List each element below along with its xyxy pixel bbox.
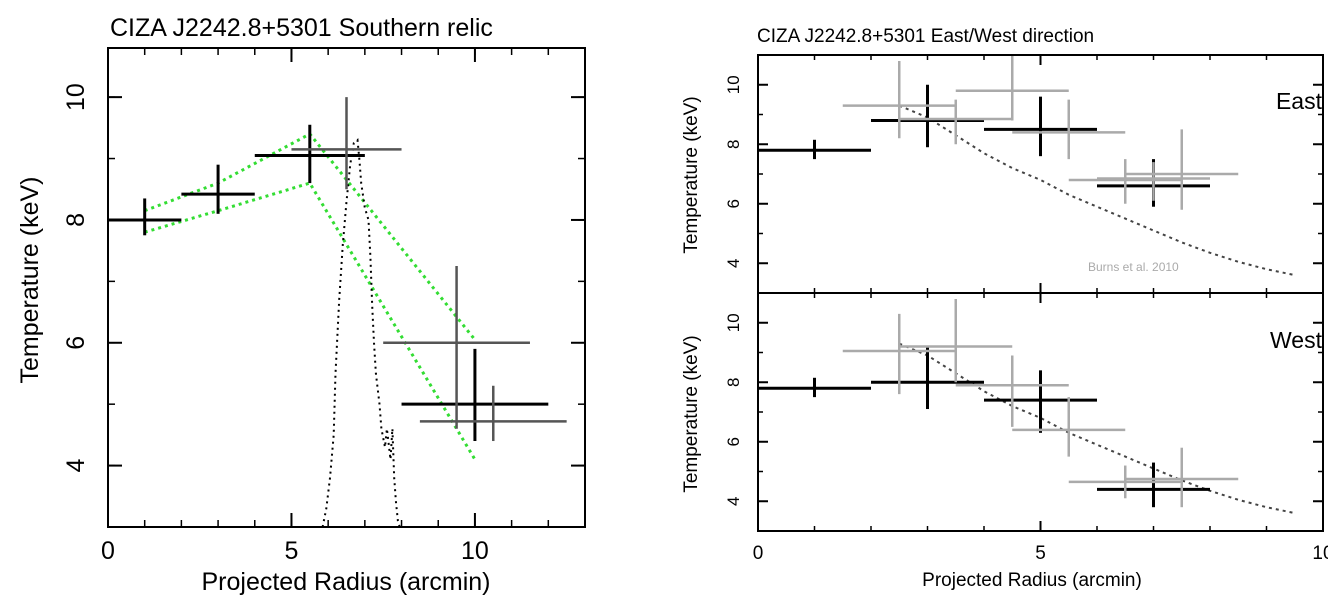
data-point — [842, 60, 956, 139]
data-point — [955, 355, 1069, 427]
data-point — [984, 370, 1097, 433]
southern-relic-panel: CIZA J2242.8+5301 Southern relic Project… — [16, 14, 586, 596]
x-tick-label: 5 — [285, 537, 299, 565]
model-line — [898, 104, 1296, 277]
y-tick-label: 6 — [62, 336, 90, 350]
east-model-curve — [898, 104, 1296, 277]
model-line — [898, 342, 1296, 515]
left-data-points — [108, 97, 567, 442]
x-tick-label: 0 — [753, 543, 764, 564]
west-plot-frame — [757, 292, 1324, 532]
data-point — [955, 55, 1069, 121]
profile-curve — [321, 138, 401, 528]
data-point — [899, 99, 1013, 145]
y-tick-label: 4 — [724, 259, 743, 268]
left-y-axis-label: Temperature (keV) — [16, 176, 44, 383]
data-point — [401, 348, 549, 442]
x-tick-label: 10 — [461, 537, 489, 565]
data-point — [758, 139, 871, 160]
y-tick-label: 6 — [724, 437, 743, 446]
data-point — [181, 164, 255, 214]
data-point — [1068, 159, 1182, 204]
data-point — [899, 298, 1013, 383]
data-point — [871, 346, 984, 410]
east-west-panel: CIZA J2242.8+5301 East/West direction Pr… — [681, 26, 1328, 591]
data-point — [108, 198, 182, 236]
right-title: CIZA J2242.8+5301 East/West direction — [757, 26, 1094, 47]
data-point — [254, 124, 365, 184]
data-point — [871, 84, 984, 148]
data-point — [383, 266, 530, 429]
data-point — [758, 377, 871, 398]
east-y-axis-label: Temperature (keV) — [681, 96, 702, 253]
right-x-axis-label: Projected Radius (arcmin) — [922, 570, 1142, 591]
left-title: CIZA J2242.8+5301 Southern relic — [110, 14, 493, 42]
y-tick-label: 10 — [62, 83, 90, 111]
west-label: West — [1270, 327, 1323, 353]
data-point — [1125, 447, 1239, 508]
band-lower-line — [144, 181, 477, 461]
x-tick-label: 5 — [1035, 543, 1046, 564]
profile-line — [321, 138, 401, 528]
west-model-curve — [898, 342, 1296, 515]
data-point — [1012, 99, 1126, 160]
east-data-points — [758, 55, 1239, 210]
left-axes: 0 5 10 4 6 8 10 — [62, 48, 586, 565]
data-point — [1125, 129, 1239, 210]
data-point — [842, 313, 956, 395]
east-label: East — [1276, 88, 1323, 114]
left-plot-frame — [107, 47, 586, 528]
y-tick-label: 4 — [724, 497, 743, 506]
data-point — [1068, 465, 1182, 499]
west-y-axis-label: Temperature (keV) — [681, 335, 702, 492]
data-point — [984, 96, 1097, 157]
data-point — [291, 97, 402, 190]
y-tick-label: 8 — [724, 140, 743, 149]
y-tick-label: 10 — [724, 313, 743, 332]
y-tick-label: 4 — [62, 459, 90, 473]
left-x-axis-label: Projected Radius (arcmin) — [202, 568, 491, 596]
y-tick-label: 10 — [724, 75, 743, 94]
burns-annotation: Burns et al. 2010 — [1088, 260, 1179, 274]
data-point — [1012, 397, 1126, 457]
x-tick-label: 0 — [101, 537, 115, 565]
data-point — [419, 385, 567, 442]
y-tick-label: 8 — [62, 213, 90, 227]
y-tick-label: 8 — [724, 378, 743, 387]
y-tick-label: 6 — [724, 199, 743, 208]
data-point — [1097, 162, 1210, 201]
west-data-points — [758, 298, 1239, 508]
x-tick-label: 10 — [1312, 543, 1328, 564]
data-point — [1097, 462, 1210, 508]
